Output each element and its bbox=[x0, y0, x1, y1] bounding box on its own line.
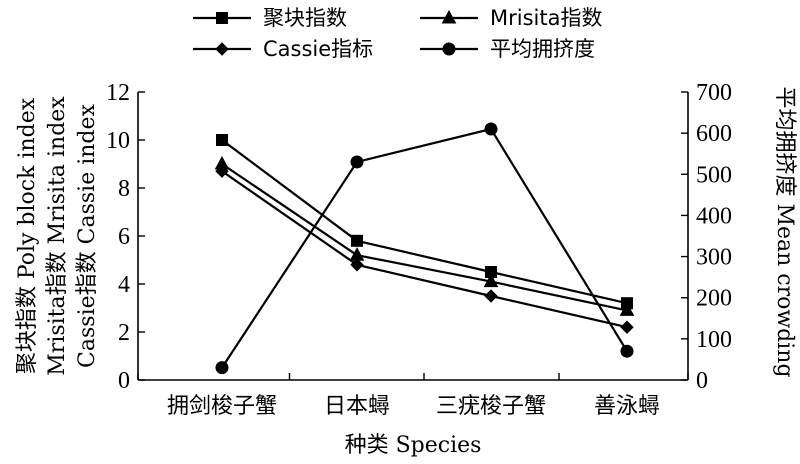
legend-item: 聚块指数 bbox=[193, 6, 347, 30]
data-point bbox=[620, 344, 634, 358]
left-axis-title: 聚块指数 Poly block index Mrisita指数 Mrisita … bbox=[15, 96, 100, 376]
left-tick-label: 10 bbox=[106, 128, 130, 154]
right-tick-label: 400 bbox=[696, 203, 732, 229]
legend-marker bbox=[215, 42, 229, 56]
series-diamond bbox=[215, 164, 634, 334]
x-ticks: 拥剑梭子蟹 日本蟳 三疣梭子蟹 善泳蟳 bbox=[137, 373, 689, 419]
left-ticks: 0 2 4 6 8 10 12 bbox=[106, 80, 145, 394]
x-tick-label: 三疣梭子蟹 bbox=[436, 394, 546, 419]
x-axis-title: 种类 Species bbox=[345, 433, 482, 458]
legend-label: Mrisita指数 bbox=[490, 6, 602, 30]
data-point bbox=[484, 122, 498, 136]
left-tick-label: 2 bbox=[118, 320, 130, 346]
legend-marker bbox=[441, 9, 457, 24]
legend-label: 聚块指数 bbox=[263, 6, 347, 30]
left-axis-title-line-2: Mrisita指数 Mrisita index bbox=[45, 96, 70, 376]
left-tick-label: 0 bbox=[118, 368, 130, 394]
right-tick-label: 600 bbox=[696, 121, 732, 147]
data-point bbox=[619, 302, 635, 316]
legend-item: 平均拥挤度 bbox=[420, 37, 595, 61]
right-axis-title: 平均拥挤度 Mean crowding bbox=[772, 86, 797, 377]
data-point bbox=[620, 320, 634, 334]
data-point bbox=[351, 234, 363, 247]
x-tick-label: 拥剑梭子蟹 bbox=[167, 394, 277, 419]
series-line bbox=[221, 163, 628, 312]
series-line bbox=[221, 170, 628, 329]
series-triangle bbox=[214, 155, 635, 316]
left-tick-label: 4 bbox=[118, 272, 130, 298]
left-axis-title-line-1: 聚块指数 Poly block index bbox=[15, 97, 40, 374]
left-tick-label: 12 bbox=[106, 80, 130, 106]
legend: 聚块指数 Mrisita指数 Cassie指标 平均拥挤度 bbox=[193, 6, 602, 61]
x-tick-label: 善泳蟳 bbox=[594, 394, 660, 419]
series-layer bbox=[214, 122, 635, 375]
data-point bbox=[350, 258, 364, 272]
legend-label: 平均拥挤度 bbox=[490, 37, 595, 61]
legend-item: Mrisita指数 bbox=[420, 6, 602, 30]
right-ticks: 0 100 200 300 400 500 600 700 bbox=[681, 80, 732, 394]
series-line bbox=[221, 127, 628, 369]
data-point bbox=[215, 164, 229, 178]
legend-label: Cassie指标 bbox=[263, 37, 373, 61]
right-tick-label: 0 bbox=[696, 368, 708, 394]
data-point bbox=[215, 361, 229, 375]
left-axis-title-line-3: Cassie指数 Cassie index bbox=[75, 103, 100, 367]
left-tick-label: 6 bbox=[118, 224, 130, 250]
data-point bbox=[350, 155, 364, 169]
data-point bbox=[484, 289, 498, 303]
x-tick-label: 日本蟳 bbox=[324, 394, 390, 419]
data-point bbox=[216, 134, 228, 146]
right-tick-label: 500 bbox=[696, 162, 732, 188]
left-tick-label: 8 bbox=[118, 176, 130, 202]
right-tick-label: 100 bbox=[696, 327, 732, 353]
series-circle bbox=[215, 122, 634, 375]
legend-marker bbox=[442, 42, 456, 56]
series-line bbox=[221, 139, 628, 305]
right-tick-label: 200 bbox=[696, 286, 732, 312]
legend-marker bbox=[216, 12, 228, 24]
data-point bbox=[483, 273, 499, 288]
right-tick-label: 300 bbox=[696, 245, 732, 271]
legend-item: Cassie指标 bbox=[193, 37, 373, 61]
right-tick-label: 700 bbox=[696, 80, 732, 106]
